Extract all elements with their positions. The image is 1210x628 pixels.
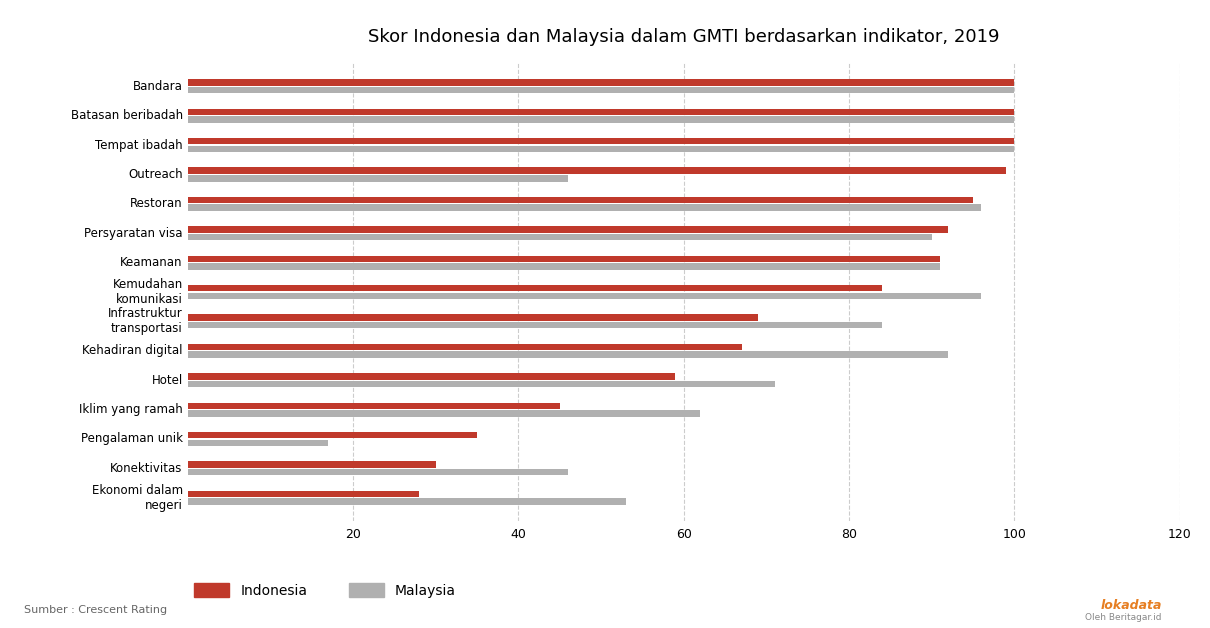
Bar [188, 168, 1007, 174]
Bar [188, 116, 1014, 122]
Bar [188, 197, 973, 203]
Bar [188, 499, 626, 505]
Text: Sumber : Crescent Rating: Sumber : Crescent Rating [24, 605, 167, 615]
Bar [188, 256, 940, 262]
Bar [188, 373, 675, 379]
Bar [188, 175, 567, 181]
Bar [188, 344, 742, 350]
Bar [188, 263, 940, 269]
Bar [188, 315, 757, 321]
Bar [188, 109, 1014, 115]
Bar [188, 352, 949, 358]
Bar [188, 226, 949, 232]
Bar [188, 469, 567, 475]
Bar [188, 285, 882, 291]
Text: Oleh Beritagar.id: Oleh Beritagar.id [1085, 613, 1162, 622]
Bar [188, 410, 701, 416]
Bar [188, 490, 419, 497]
Bar [188, 146, 1014, 152]
Bar [188, 432, 477, 438]
Bar [188, 87, 1014, 94]
Bar [188, 381, 774, 387]
Bar [188, 205, 981, 211]
Bar [188, 293, 981, 299]
Title: Skor Indonesia dan Malaysia dalam GMTI berdasarkan indikator, 2019: Skor Indonesia dan Malaysia dalam GMTI b… [368, 28, 999, 46]
Bar [188, 79, 1014, 85]
Bar [188, 462, 436, 468]
Text: lokadata: lokadata [1100, 599, 1162, 612]
Bar [188, 234, 932, 241]
Bar [188, 322, 882, 328]
Bar [188, 138, 1014, 144]
Legend: Indonesia, Malaysia: Indonesia, Malaysia [195, 583, 456, 598]
Bar [188, 440, 328, 446]
Bar [188, 403, 559, 409]
